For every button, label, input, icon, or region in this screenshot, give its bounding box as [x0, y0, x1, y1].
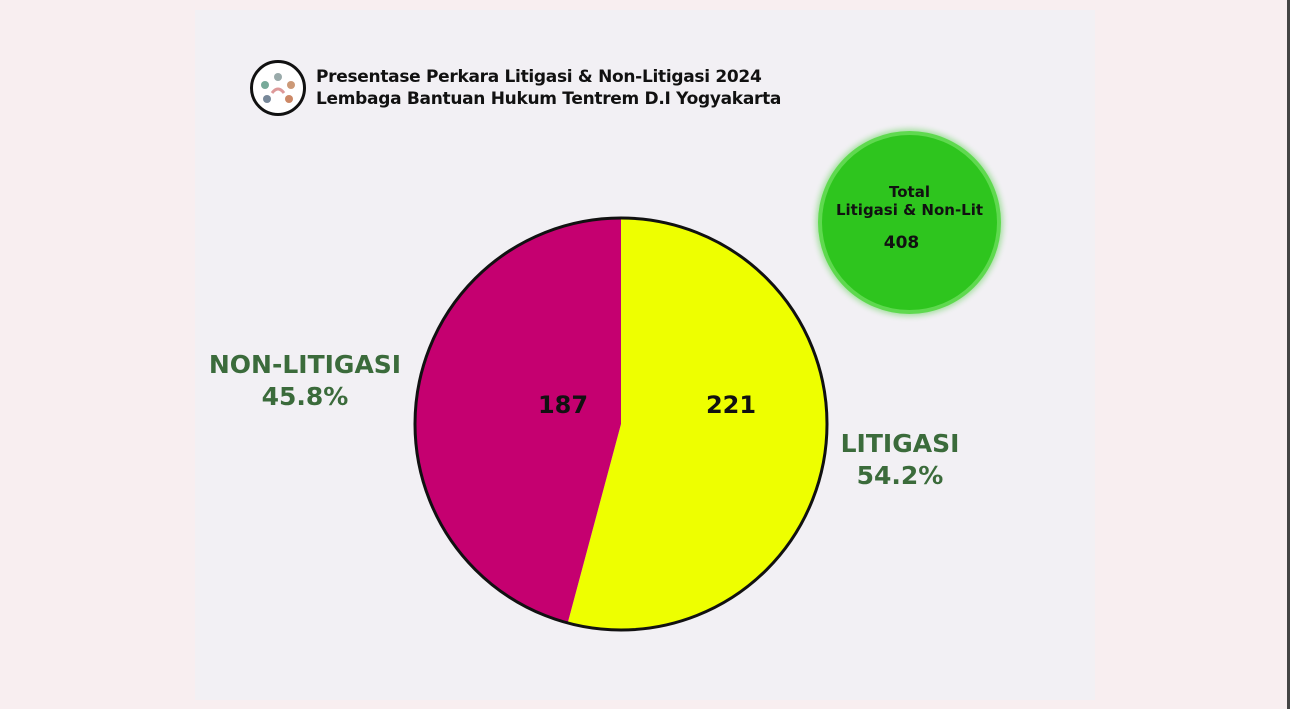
total-value: 408 [883, 233, 920, 253]
total-sublabel: Litigasi & Non-Lit [835, 201, 984, 219]
label-non-litigasi: NON-LITIGASI 45.8% [200, 349, 410, 413]
label-litigasi: LITIGASI 54.2% [820, 428, 980, 492]
pie-outline [413, 216, 829, 632]
title-line-1: Presentase Perkara Litigasi & Non-Litiga… [316, 67, 762, 87]
total-badge: Total Litigasi & Non-Lit 408 [822, 135, 997, 310]
label-litigasi-percent: 54.2% [856, 461, 944, 490]
total-label: Total [889, 183, 930, 201]
data-label-litigasi: 221 [706, 391, 756, 419]
label-litigasi-name: LITIGASI [840, 429, 960, 458]
title-line-2: Lembaga Bantuan Hukum Tentrem D.I Yogyak… [316, 89, 782, 109]
data-label-non-litigasi: 187 [538, 391, 588, 419]
window-edge [1287, 0, 1290, 709]
label-non-litigasi-name: NON-LITIGASI [208, 350, 402, 379]
label-non-litigasi-percent: 45.8% [261, 382, 349, 411]
pie-slice-non-litigasi [415, 218, 621, 623]
chart-title: Presentase Perkara Litigasi & Non-Litiga… [316, 66, 781, 110]
pie-slice-litigasi [567, 218, 828, 631]
organization-logo [250, 60, 306, 116]
